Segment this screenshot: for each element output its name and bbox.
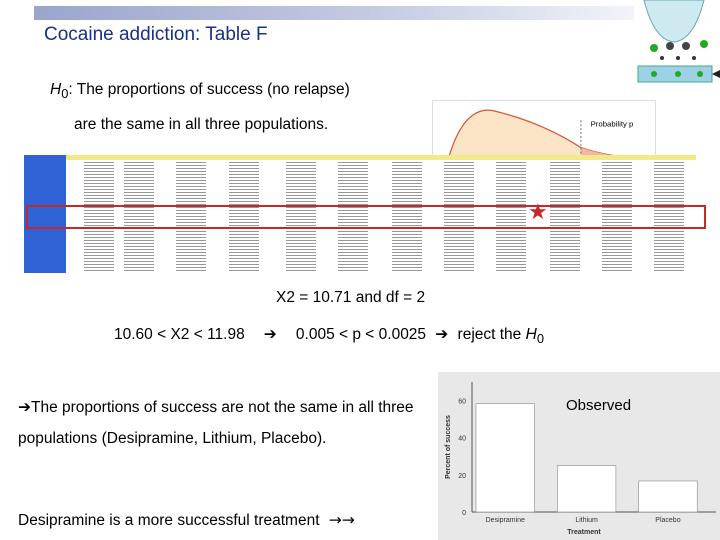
- h0-symbol: H0: [50, 81, 69, 102]
- reject-text: reject the: [457, 326, 522, 343]
- bar-lithium: [557, 465, 617, 513]
- table-column: [654, 161, 684, 271]
- table-column: [602, 161, 632, 271]
- table-column: [229, 161, 259, 271]
- table-column: [550, 161, 580, 271]
- x-tick-label: Placebo: [655, 517, 680, 524]
- table-column: [84, 161, 114, 271]
- star-icon: ★: [528, 199, 548, 224]
- y-axis-label: Percent of success: [445, 415, 452, 479]
- header-bar: [34, 6, 634, 20]
- chi-square-result: X2 = 10.71 and df = 2: [276, 289, 426, 306]
- arrow-icon: ➔: [430, 325, 454, 343]
- table-column: [496, 161, 526, 271]
- y-tick-label: 40: [458, 436, 466, 443]
- x-axis-label: Treatment: [567, 529, 601, 536]
- y-tick-label: 20: [458, 473, 466, 480]
- bar-placebo: [638, 480, 698, 513]
- slide-title: Cocaine addiction: Table F: [44, 24, 268, 45]
- x-tick-label: Lithium: [575, 517, 598, 524]
- df2-row-highlight: [26, 205, 706, 229]
- df-column: [24, 155, 66, 273]
- chi-square-table: [24, 155, 696, 273]
- bar-desipramine: [475, 403, 535, 513]
- legend-label: Observed: [566, 397, 631, 414]
- h0-text-continued: are the same in all three populations.: [74, 116, 329, 134]
- table-column: [338, 161, 368, 271]
- y-tick-label: 60: [458, 399, 466, 406]
- null-hypothesis: H0: The proportions of success (no relap…: [50, 74, 350, 140]
- success-bar-chart: 0 20 40 60 Desipramine Lithium Placebo Treatmen…: [438, 372, 720, 540]
- synapse-illustration-icon: [637, 0, 720, 83]
- arrow-icon: ➔: [18, 398, 31, 416]
- chi-range: 10.60 < X2 < 11.98: [114, 326, 245, 343]
- table-column: [444, 161, 474, 271]
- double-arrow-icon: →→: [323, 511, 355, 529]
- x-tick-label: Desipramine: [486, 517, 525, 524]
- p-range: 0.005 < p < 0.0025: [295, 326, 427, 343]
- table-column: [392, 161, 422, 271]
- h0-text: : The proportions of success (no relapse…: [68, 81, 350, 98]
- table-column: [286, 161, 316, 271]
- table-header-strip: [66, 155, 696, 160]
- table-column: [124, 161, 154, 271]
- arrow-icon: ➔: [249, 325, 292, 343]
- probability-label: Probability p: [591, 119, 634, 128]
- conclusion-text: ➔The proportions of success are not the …: [18, 398, 414, 447]
- table-column: [176, 161, 206, 271]
- y-tick-label: 0: [462, 510, 466, 517]
- p-value-line: 10.60 < X2 < 11.98 ➔ 0.005 < p < 0.0025 …: [114, 325, 544, 347]
- desipramine-conclusion: Desipramine is a more successful treatme…: [18, 511, 355, 529]
